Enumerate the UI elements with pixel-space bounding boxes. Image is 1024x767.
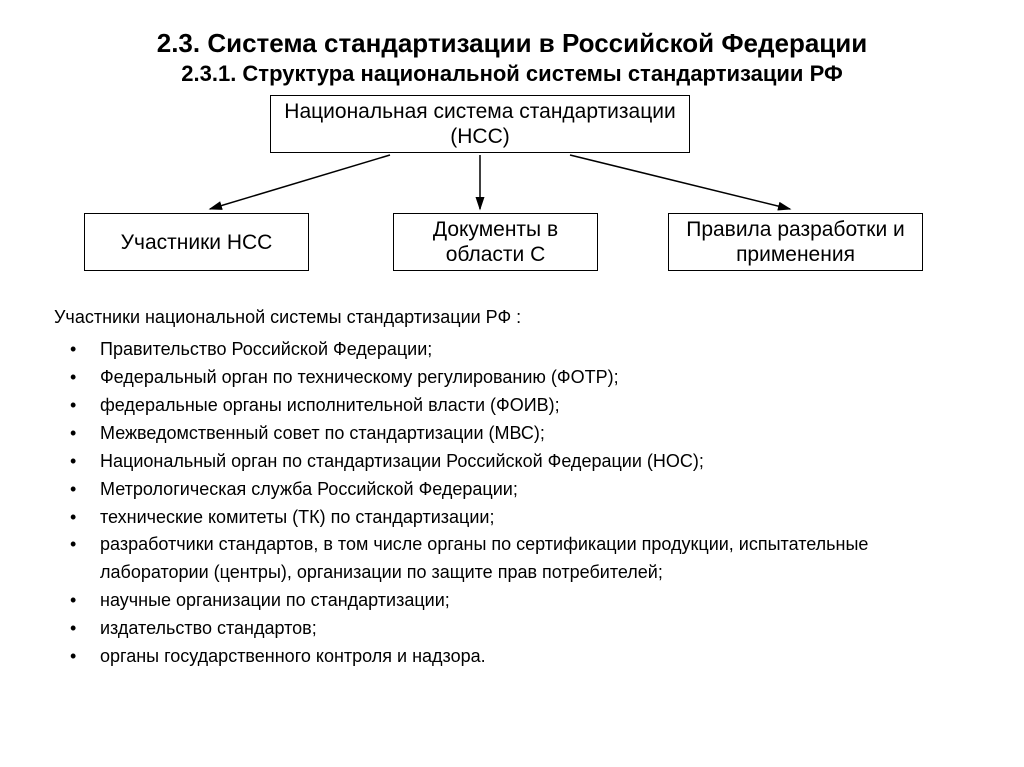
list-item: Межведомственный совет по стандартизации…	[54, 420, 974, 448]
list-item: органы государственного контроля и надзо…	[54, 643, 974, 671]
list-item: Национальный орган по стандартизации Рос…	[54, 448, 974, 476]
list-item: Федеральный орган по техническому регули…	[54, 364, 974, 392]
list-item: Правительство Российской Федерации;	[54, 336, 974, 364]
node-root: Национальная система стандартизации (НСС…	[270, 95, 690, 153]
list-item: технические комитеты (ТК) по стандартиза…	[54, 504, 974, 532]
node-participants-label: Участники НСС	[121, 230, 273, 255]
list-item: научные организации по стандартизации;	[54, 587, 974, 615]
list-item: разработчики стандартов, в том числе орг…	[54, 531, 974, 587]
node-root-label: Национальная система стандартизации (НСС…	[281, 99, 679, 149]
section-title: 2.3. Система стандартизации в Российской…	[50, 28, 974, 59]
participants-heading: Участники национальной системы стандарти…	[50, 307, 974, 328]
node-participants: Участники НСС	[84, 213, 309, 271]
subsection-title: 2.3.1. Структура национальной системы ст…	[50, 61, 974, 87]
node-rules: Правила разработки и применения	[668, 213, 923, 271]
participants-list: Правительство Российской Федерации; Феде…	[50, 336, 974, 671]
node-documents: Документы в области С	[393, 213, 598, 271]
list-item: издательство стандартов;	[54, 615, 974, 643]
list-item: федеральные органы исполнительной власти…	[54, 392, 974, 420]
hierarchy-diagram: Национальная система стандартизации (НСС…	[50, 95, 974, 285]
node-documents-label: Документы в области С	[404, 217, 587, 267]
list-item: Метрологическая служба Российской Федера…	[54, 476, 974, 504]
node-rules-label: Правила разработки и применения	[679, 217, 912, 267]
